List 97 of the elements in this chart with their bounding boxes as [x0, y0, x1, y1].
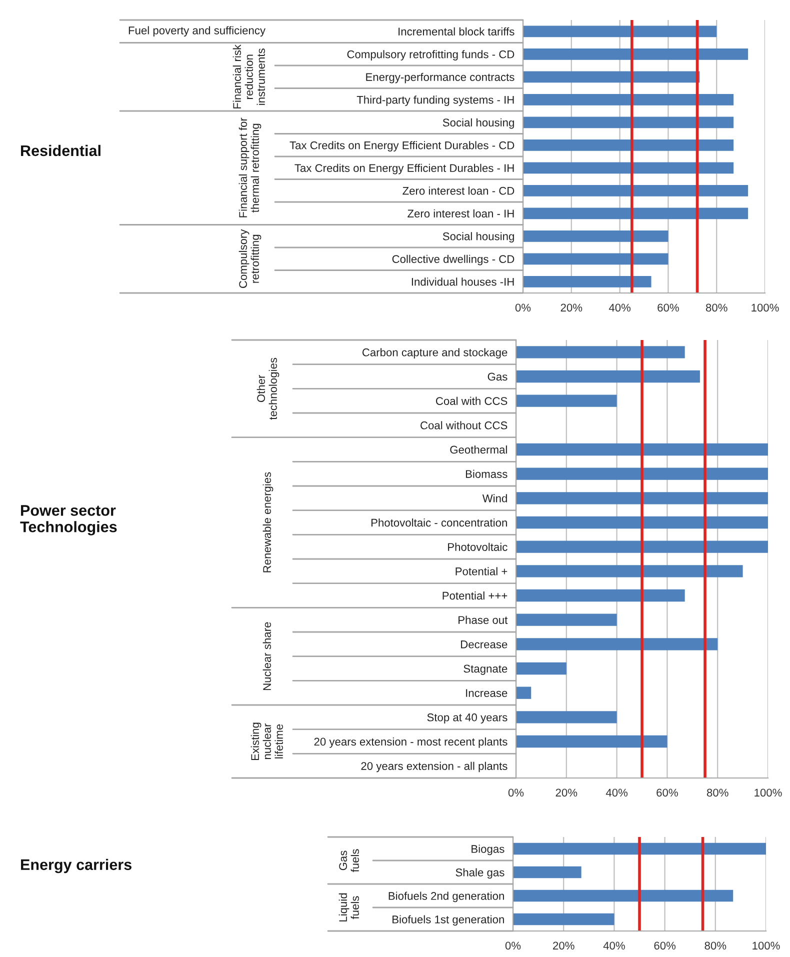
- y-tick-label: Zero interest loan - IH: [408, 209, 514, 218]
- y-tick-label: Third-party funding systems - IH: [356, 96, 514, 106]
- y-tick-label: Decrease: [461, 640, 508, 648]
- x-tick-label: 80%: [706, 304, 728, 312]
- bar: [523, 253, 668, 265]
- y-tick-label: Biofuels 1st generation: [392, 915, 504, 926]
- bar: [523, 184, 748, 196]
- bar: [523, 208, 748, 220]
- y-tick-label: Social housing: [442, 118, 514, 129]
- y-tick-label: Shale gas: [456, 868, 504, 879]
- bar: [513, 866, 582, 878]
- y-tick-label: Coal without CCS: [420, 421, 508, 430]
- bar: [516, 468, 768, 480]
- bar: [523, 26, 717, 38]
- bar: [516, 614, 617, 626]
- x-tick-label: 0%: [508, 788, 524, 797]
- bar: [516, 662, 566, 675]
- text: Other technologies: [256, 358, 280, 420]
- y-tick-label: Gas: [488, 372, 508, 381]
- text: Fuel poverty and sufficiency: [128, 26, 266, 37]
- bar: [516, 346, 685, 358]
- text: Financial support for thermal retrofitting: [238, 118, 262, 218]
- y-tick-label: Increase: [466, 689, 508, 697]
- bar: [523, 139, 734, 151]
- x-tick-label: 40%: [608, 304, 631, 312]
- text: Energy carriers: [21, 858, 132, 874]
- y-tick-label: Carbon capture and stockage: [362, 348, 508, 358]
- bar: [523, 94, 734, 106]
- x-tick-label: 40%: [606, 788, 628, 797]
- bar: [516, 540, 768, 553]
- bar: [516, 686, 532, 699]
- bar: [516, 516, 768, 529]
- x-tick-label: 60%: [658, 304, 679, 312]
- y-tick-label: Photovoltaic - concentration: [371, 518, 507, 527]
- bar: [523, 276, 652, 288]
- bar: [516, 565, 743, 578]
- bar: [513, 842, 766, 855]
- y-tick-label: Biogas: [472, 844, 504, 856]
- x-tick-label: 100%: [752, 304, 779, 312]
- y-tick-label: Coal with CCS: [436, 396, 508, 405]
- y-tick-label: Biofuels 2nd generation: [388, 892, 504, 902]
- bar: [513, 890, 734, 902]
- y-tick-label: Compulsory retrofitting funds - CD: [347, 50, 514, 60]
- x-tick-label: 40%: [603, 942, 625, 950]
- y-tick-label: Tax Credits on Energy Efficient Durables - CD: [290, 141, 514, 152]
- y-tick-label: Potential +: [456, 567, 508, 576]
- bar: [516, 711, 617, 724]
- y-tick-label: Wind: [482, 494, 507, 502]
- text: Gas fuels: [339, 849, 359, 872]
- bar: [516, 638, 718, 650]
- bar: [516, 443, 768, 456]
- y-tick-label: 20 years extension - all plants: [361, 762, 508, 772]
- y-tick-label: Incremental block tariffs: [398, 27, 514, 36]
- bar: [523, 230, 668, 242]
- y-tick-label: Stop at 40 years: [427, 713, 508, 724]
- bar: [523, 48, 748, 60]
- text: Existing nuclear lifetime: [250, 722, 283, 760]
- text: Liquid fuels: [338, 893, 359, 922]
- bar: [523, 116, 734, 128]
- x-tick-label: 20%: [560, 304, 582, 312]
- text: Power sector Technologies: [20, 505, 117, 536]
- y-tick-label: Tax Credits on Energy Efficient Durables - IH: [294, 164, 514, 174]
- text: Residential: [21, 144, 100, 156]
- y-tick-label: Individual houses -IH: [412, 278, 514, 286]
- bar: [516, 589, 685, 602]
- text: Compulsory retrofitting: [238, 229, 262, 288]
- y-tick-label: Social housing: [442, 232, 514, 242]
- y-tick-label: Potential +++: [442, 591, 508, 600]
- y-tick-label: Geothermal: [450, 445, 507, 454]
- text: Nuclear share: [262, 622, 271, 690]
- x-tick-label: 20%: [556, 788, 578, 797]
- y-tick-label: Zero interest loan - CD: [402, 186, 514, 195]
- x-tick-label: 20%: [553, 942, 574, 950]
- x-tick-label: 80%: [704, 942, 726, 950]
- bar: [516, 370, 700, 383]
- x-tick-label: 0%: [505, 942, 521, 950]
- text: Renewable energies: [262, 472, 274, 572]
- bar: [523, 71, 700, 83]
- text: Financial risk reduction instruments: [232, 44, 265, 108]
- y-tick-label: Phase out: [458, 616, 508, 624]
- bar: [523, 162, 734, 174]
- x-tick-label: 60%: [654, 942, 676, 950]
- bar: [513, 913, 614, 926]
- x-tick-label: 100%: [754, 788, 782, 797]
- y-tick-label: Collective dwellings - CD: [392, 254, 514, 266]
- x-tick-label: 100%: [752, 942, 780, 950]
- x-tick-label: 80%: [706, 788, 728, 797]
- y-tick-label: Energy-performance contracts: [366, 72, 514, 84]
- x-tick-label: 0%: [515, 304, 531, 312]
- y-tick-label: 20 years extension - most recent plants: [314, 737, 508, 748]
- x-tick-label: 60%: [656, 788, 678, 797]
- y-tick-label: Photovoltaic: [448, 542, 508, 551]
- y-tick-label: Stagnate: [464, 664, 508, 675]
- bar: [516, 735, 668, 748]
- bar: [516, 492, 768, 504]
- bar: [516, 394, 617, 407]
- y-tick-label: Biomass: [466, 470, 508, 478]
